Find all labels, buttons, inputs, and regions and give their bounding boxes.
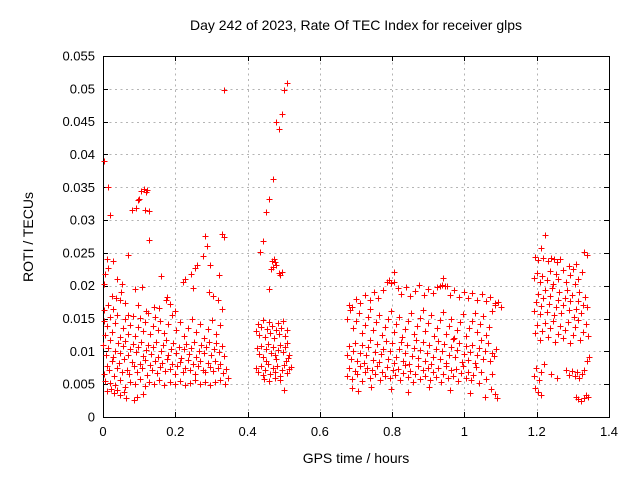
y-tick-label: 0.025 <box>62 245 95 260</box>
y-tick-label: 0.055 <box>62 49 95 64</box>
chart-title: Day 242 of 2023, Rate Of TEC Index for r… <box>189 17 523 33</box>
y-axis-label: ROTI / TECUs <box>20 192 36 282</box>
x-tick-label: 0 <box>99 424 106 439</box>
x-tick-label: 0.6 <box>311 424 329 439</box>
x-tick-label: 0.4 <box>239 424 257 439</box>
y-tick-label: 0.045 <box>62 114 95 129</box>
y-tick-label: 0.02 <box>70 278 95 293</box>
x-axis-label: GPS time / hours <box>302 450 410 466</box>
y-tick-label: 0.005 <box>62 377 95 392</box>
plot-border <box>103 56 610 418</box>
data-points-roti <box>100 80 593 405</box>
y-tick-label: 0.03 <box>70 213 95 228</box>
y-tick-label: 0.05 <box>70 81 95 96</box>
x-tick-label: 1.4 <box>600 424 618 439</box>
y-tick-label: 0.01 <box>70 344 95 359</box>
y-tick-label: 0.015 <box>62 311 95 326</box>
y-tick-label: 0.04 <box>70 147 95 162</box>
y-tick-label: 0 <box>88 410 95 425</box>
x-tick-label: 1 <box>461 424 468 439</box>
x-tick-label: 0.8 <box>383 424 401 439</box>
y-tick-label: 0.035 <box>62 180 95 195</box>
x-tick-label: 0.2 <box>166 424 184 439</box>
x-tick-label: 1.2 <box>528 424 546 439</box>
